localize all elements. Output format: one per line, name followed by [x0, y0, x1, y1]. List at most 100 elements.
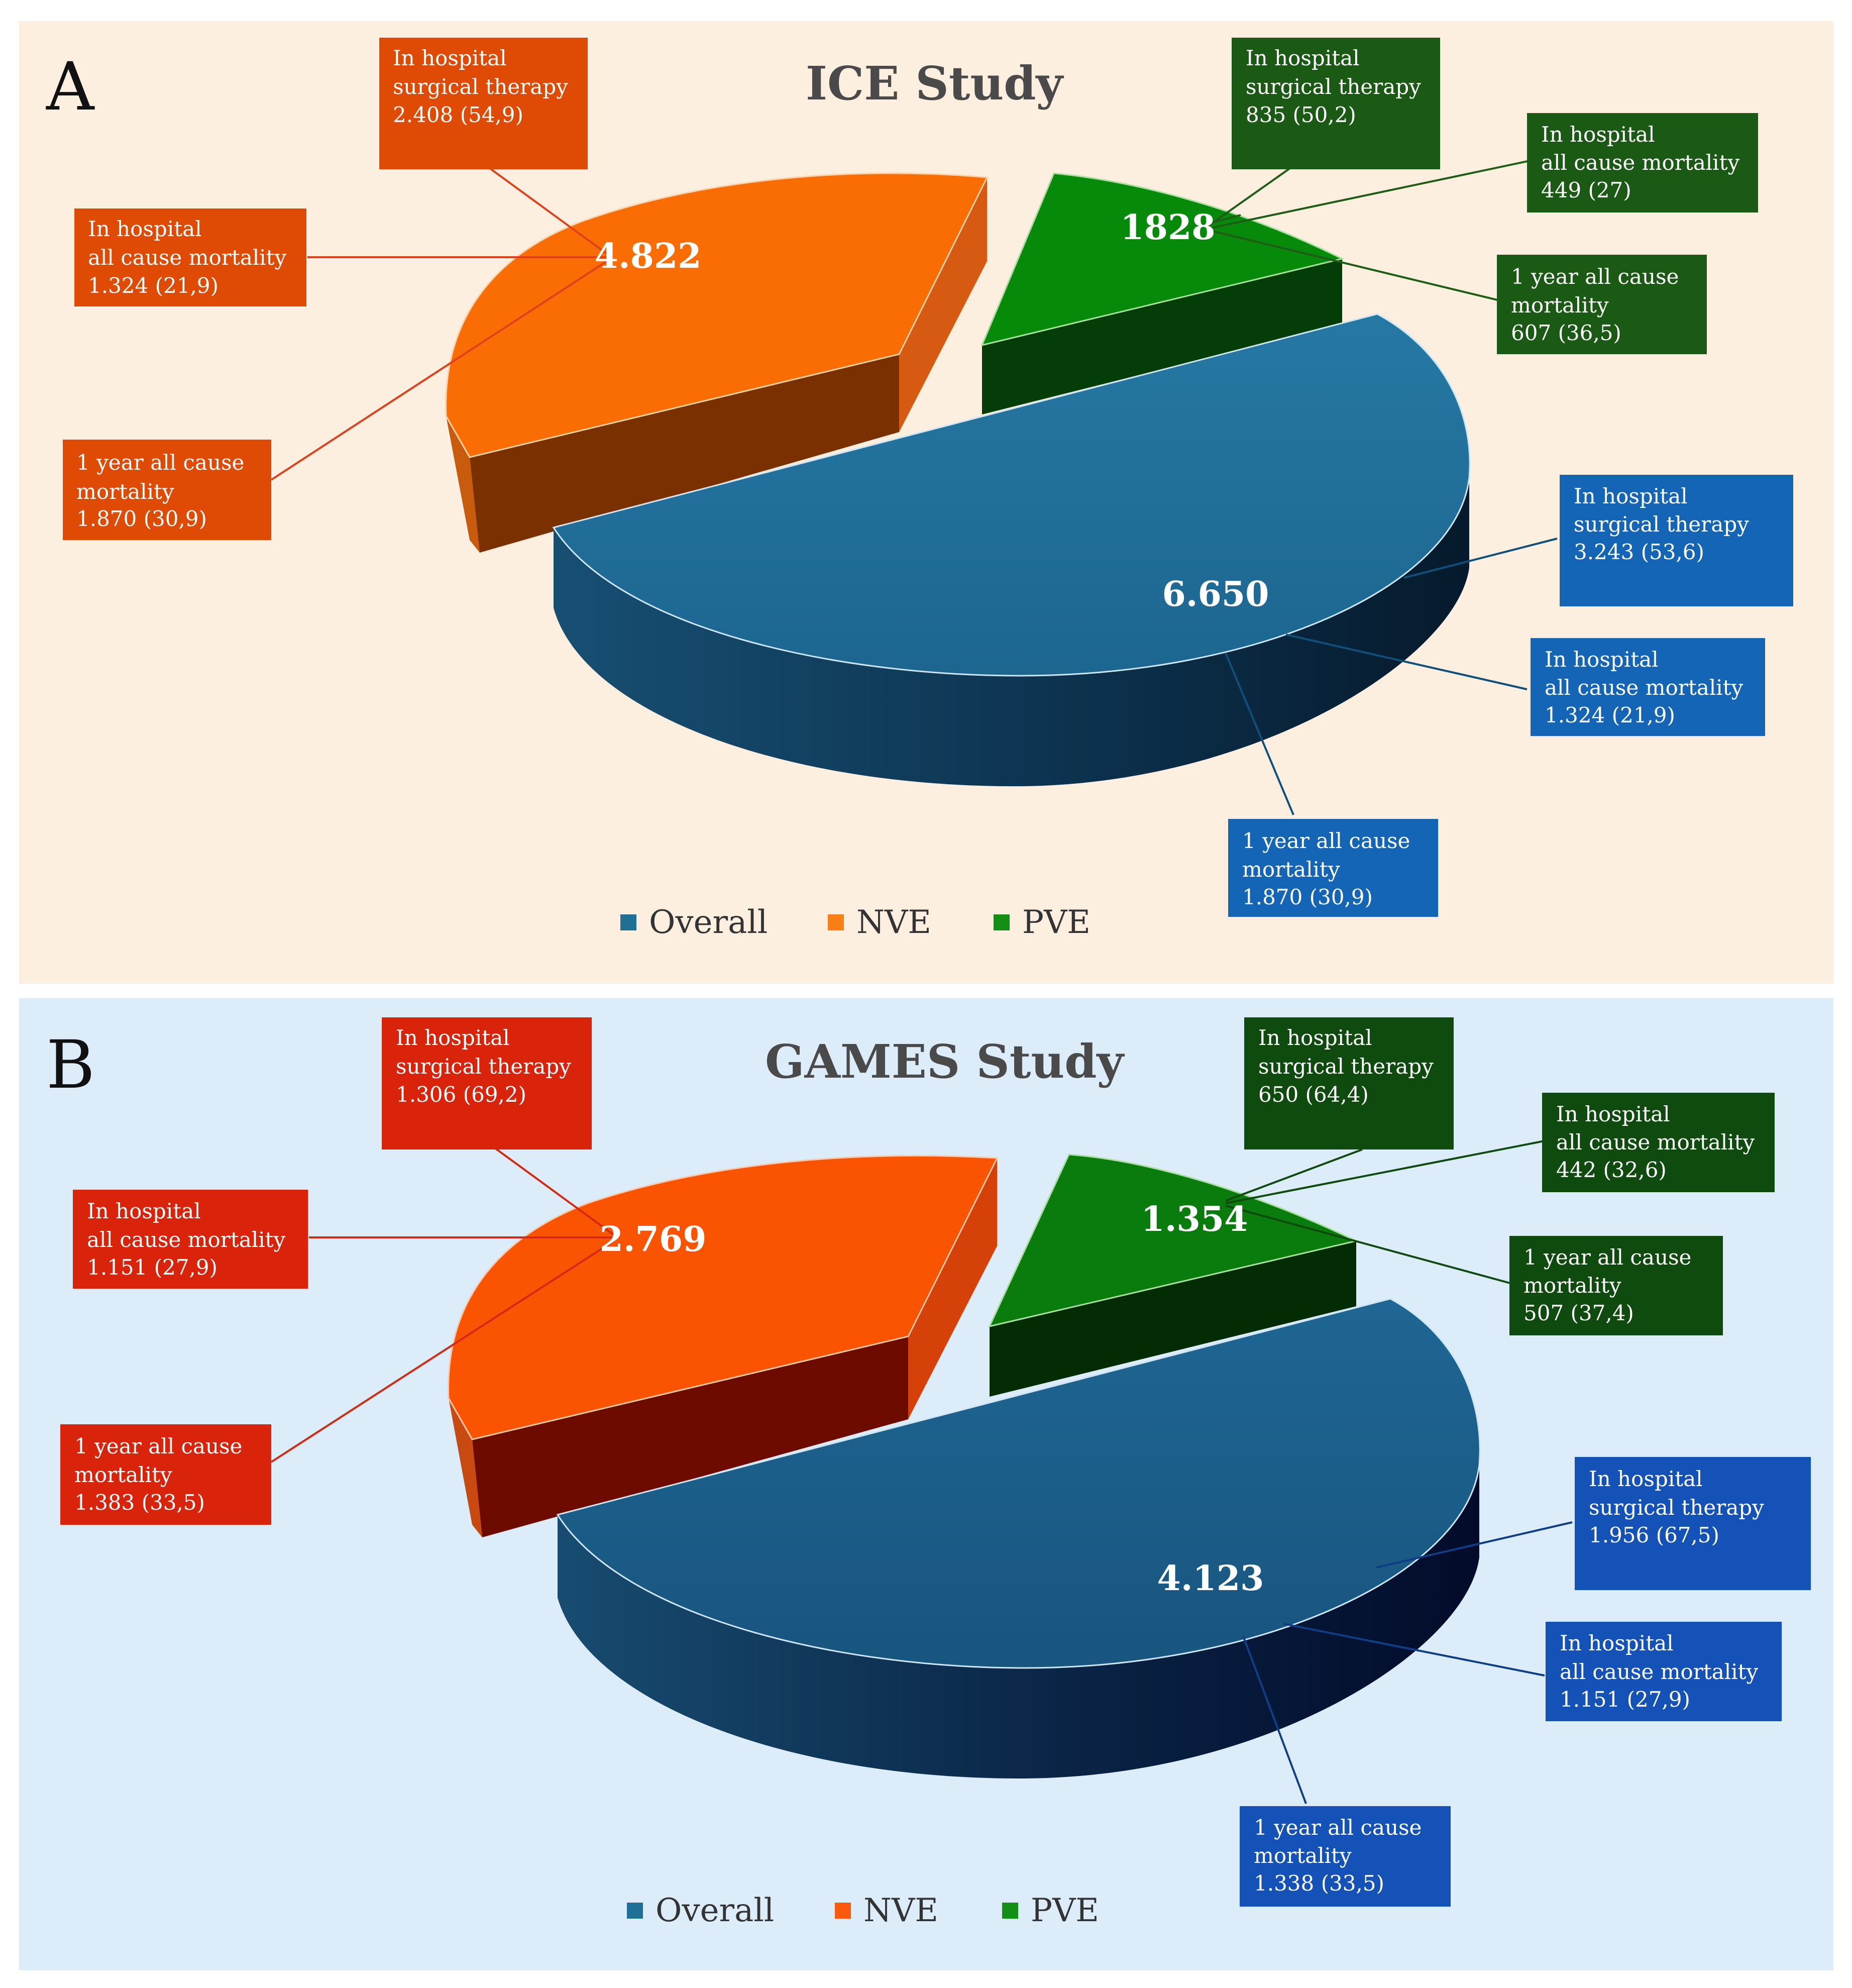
callout-line: 3.243 (53,6): [1574, 540, 1704, 564]
callout-line: surgical therapy: [393, 74, 568, 99]
callout-line: 442 (32,6): [1556, 1158, 1667, 1182]
nve-slice-outer-side: [446, 416, 480, 553]
callout-line: 607 (36,5): [1511, 321, 1621, 345]
overall-slice-side: [554, 477, 1469, 786]
callout-line: mortality: [1511, 293, 1609, 318]
callout-line: 1 year all cause: [1511, 264, 1679, 289]
callout-line: surgical therapy: [1589, 1495, 1764, 1520]
callout-line: In hospital: [1556, 1102, 1670, 1126]
callout-line: In hospital: [393, 46, 507, 70]
nve-slice-edge: [899, 177, 987, 432]
callout-line: surgical therapy: [1574, 512, 1749, 537]
nve-slice-edge: [908, 1158, 997, 1419]
callout-pve-mortality: In hospital all cause mortality 442 (32,…: [1542, 1093, 1775, 1192]
callout-line: 1 year all cause: [76, 450, 244, 475]
callout-line: mortality: [1242, 857, 1340, 882]
pie-slice-pve: [988, 1154, 1359, 1397]
callout-line: 1.151 (27,9): [1560, 1687, 1690, 1712]
callout-line: surgical therapy: [396, 1054, 571, 1079]
callout-line: all cause mortality: [1541, 150, 1739, 175]
callout-line: mortality: [76, 479, 174, 504]
callout-line: In hospital: [87, 1199, 201, 1223]
callout-line: all cause mortality: [1545, 675, 1743, 700]
callout-line: 449 (27): [1541, 178, 1631, 202]
callout-overall-surgical: In hospital surgical therapy 3.243 (53,6…: [1560, 475, 1793, 606]
callout-pve-surgical: In hospital surgical therapy 650 (64,4): [1244, 1017, 1454, 1149]
callout-pve-1year: 1 year all cause mortality 607 (36,5): [1497, 255, 1707, 354]
nve-slice-top: [445, 172, 989, 458]
slice-value-label: 1828: [1120, 207, 1215, 248]
callout-line: mortality: [74, 1462, 172, 1487]
callout-nve-surgical: In hospital surgical therapy 2.408 (54,9…: [379, 38, 588, 169]
callout-line: 1.956 (67,5): [1589, 1523, 1719, 1547]
callout-line: In hospital: [1258, 1025, 1372, 1050]
callout-line: 1.324 (21,9): [88, 273, 219, 298]
legend-swatch: [1002, 1903, 1018, 1919]
callout-nve-1year: 1 year all cause mortality 1.383 (33,5): [60, 1424, 271, 1525]
callout-overall-1year: 1 year all cause mortality 1.338 (33,5): [1240, 1806, 1451, 1907]
legend-swatch: [835, 1903, 851, 1919]
callout-line: In hospital: [1574, 484, 1688, 508]
callout-line: 2.408 (54,9): [393, 102, 523, 127]
callout-pve-mortality: In hospital all cause mortality 449 (27): [1527, 113, 1758, 213]
slice-value-label: 4.822: [595, 236, 702, 276]
callout-connectors: [270, 1138, 1573, 1804]
panel-letter: A: [46, 48, 95, 126]
callout-nve-surgical: In hospital surgical therapy 1.306 (69,2…: [382, 1017, 592, 1149]
callout-line: mortality: [1254, 1843, 1352, 1868]
callout-pve-surgical: In hospital surgical therapy 835 (50,2): [1232, 38, 1440, 169]
pie-slice-pve: [981, 172, 1345, 414]
pve-slice-side: [982, 259, 1342, 414]
callout-overall-1year: 1 year all cause mortality 1.870 (30,9): [1228, 819, 1438, 917]
callout-line: mortality: [1523, 1273, 1621, 1298]
nve-slice-side: [470, 354, 899, 553]
slice-value-label: 4.123: [1157, 1558, 1264, 1599]
pve-slice-top: [981, 172, 1345, 347]
chart-title: ICE Study: [806, 56, 1064, 111]
callout-line: surgical therapy: [1258, 1054, 1434, 1079]
callout-line: surgical therapy: [1246, 74, 1421, 99]
pve-slice-top: [988, 1154, 1359, 1328]
pve-slice-side: [990, 1241, 1356, 1397]
pie-slice-overall: [556, 1298, 1481, 1778]
callout-line: In hospital: [1541, 122, 1655, 147]
callout-line: In hospital: [88, 217, 202, 241]
callout-line: all cause mortality: [1556, 1130, 1755, 1155]
legend-label: Overall: [649, 904, 768, 941]
callout-nve-mortality: In hospital all cause mortality 1.324 (2…: [74, 208, 306, 306]
callout-line: In hospital: [396, 1025, 510, 1050]
overall-slice-side: [558, 1464, 1479, 1778]
callout-line: 1 year all cause: [1242, 828, 1410, 853]
callout-line: 1.338 (33,5): [1254, 1871, 1384, 1896]
legend-label: Overall: [656, 1892, 774, 1929]
overall-slice-top: [552, 313, 1471, 677]
callout-line: 507 (37,4): [1523, 1301, 1634, 1325]
legend-label: NVE: [856, 904, 931, 941]
legend-label: PVE: [1031, 1892, 1099, 1929]
legend-swatch: [620, 914, 636, 930]
callout-line: In hospital: [1545, 647, 1659, 672]
overall-slice-top: [556, 1298, 1481, 1669]
callout-line: 1.151 (27,9): [87, 1255, 217, 1280]
legend-label: PVE: [1022, 904, 1091, 941]
callout-nve-mortality: In hospital all cause mortality 1.151 (2…: [73, 1190, 308, 1289]
callout-line: 835 (50,2): [1246, 102, 1356, 127]
callout-line: 1.306 (69,2): [396, 1082, 526, 1107]
callout-overall-mortality: In hospital all cause mortality 1.151 (2…: [1546, 1622, 1782, 1721]
chart-title: GAMES Study: [765, 1034, 1125, 1089]
callout-line: all cause mortality: [87, 1227, 285, 1252]
nve-slice-side: [472, 1336, 908, 1537]
legend-label: NVE: [863, 1892, 938, 1929]
panel-b: B GAMES Study: [19, 998, 1833, 1970]
callout-line: In hospital: [1560, 1631, 1674, 1655]
pie-slice-nve: [448, 1155, 999, 1537]
callout-line: 1.870 (30,9): [1242, 885, 1373, 909]
legend: Overall NVE PVE: [620, 904, 1091, 941]
callout-line: In hospital: [1246, 46, 1360, 70]
panel-a: A ICE Study: [19, 21, 1833, 984]
callout-connectors: [270, 159, 1558, 815]
legend-swatch: [828, 914, 844, 930]
callout-line: 1 year all cause: [1254, 1815, 1422, 1840]
panel-letter: B: [46, 1026, 95, 1104]
